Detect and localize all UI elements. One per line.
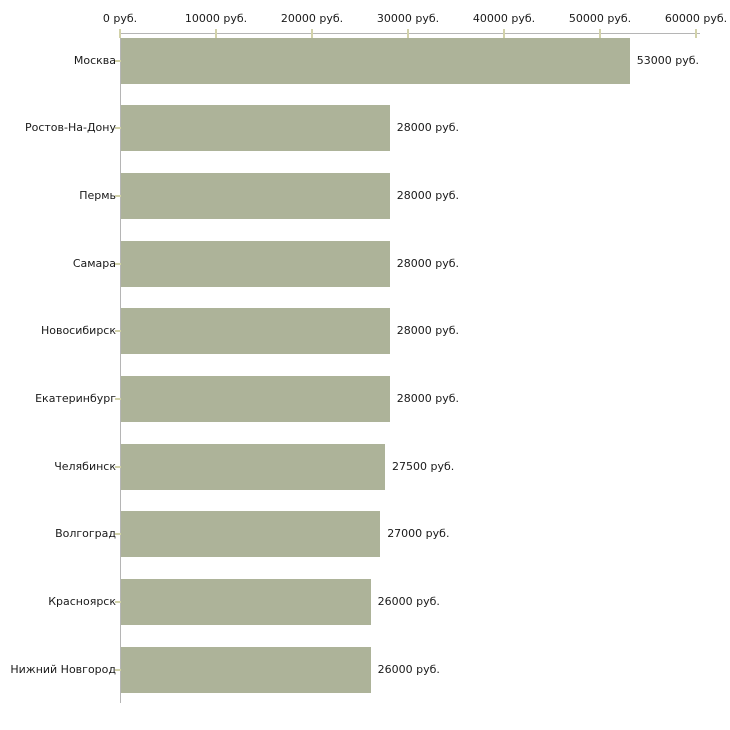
bar [121, 579, 371, 626]
x-tick-label: 20000 руб. [280, 12, 344, 25]
bar [121, 308, 390, 355]
category-label: Нижний Новгород [10, 662, 116, 676]
y-tick-mark [115, 127, 121, 130]
y-tick-mark [115, 465, 121, 468]
category-label: Челябинск [54, 459, 116, 473]
y-tick-mark [115, 533, 121, 536]
x-tick-label: 50000 руб. [568, 12, 632, 25]
bar [121, 443, 385, 490]
bar [121, 646, 371, 693]
category-label: Екатеринбург [35, 392, 116, 405]
bar-value-label: 26000 руб. [377, 595, 440, 609]
x-tick-label: 30000 руб. [376, 12, 440, 25]
y-tick-mark [115, 668, 121, 671]
bar [121, 511, 381, 558]
x-tick-mark [599, 29, 601, 38]
x-tick-label: 0 руб. [102, 12, 138, 25]
y-tick-mark [115, 398, 121, 400]
y-tick-mark [115, 601, 121, 604]
y-tick-mark [115, 262, 121, 265]
x-tick-mark [407, 29, 409, 38]
bar-value-label: 28000 руб. [396, 392, 460, 405]
bar [121, 37, 630, 84]
x-tick-label: 40000 руб. [472, 12, 536, 25]
x-tick-label: 10000 руб. [184, 12, 248, 25]
y-tick-mark [115, 59, 121, 62]
bar [121, 376, 390, 422]
x-tick-mark [311, 29, 313, 38]
x-tick-label: 60000 руб. [664, 12, 728, 25]
category-label: Волгоград [55, 527, 116, 541]
bar-value-label: 28000 руб. [396, 256, 460, 270]
bar-value-label: 27500 руб. [392, 459, 455, 473]
bar [121, 240, 390, 287]
category-label: Новосибирск [40, 324, 116, 338]
bar-value-label: 53000 руб. [636, 53, 700, 67]
bar-value-label: 27000 руб. [387, 527, 450, 541]
x-axis-line [120, 33, 700, 34]
category-label: Ростов-На-Дону [24, 121, 116, 135]
x-tick-mark [695, 29, 697, 38]
bar [121, 172, 390, 219]
category-label: Самара [72, 256, 116, 270]
x-tick-mark [119, 29, 121, 38]
bar [121, 105, 390, 152]
bar-value-label: 28000 руб. [396, 324, 460, 338]
bar-value-label: 28000 руб. [396, 188, 460, 202]
bar-value-label: 26000 руб. [377, 662, 440, 676]
bar-value-label: 28000 руб. [396, 121, 460, 135]
y-tick-mark [115, 330, 121, 333]
category-label: Красноярск [48, 595, 116, 609]
category-label: Пермь [79, 188, 116, 202]
x-tick-mark [215, 29, 217, 38]
category-label: Москва [73, 53, 116, 67]
y-tick-mark [115, 194, 121, 197]
x-tick-mark [503, 29, 505, 38]
y-axis-line [120, 33, 121, 703]
